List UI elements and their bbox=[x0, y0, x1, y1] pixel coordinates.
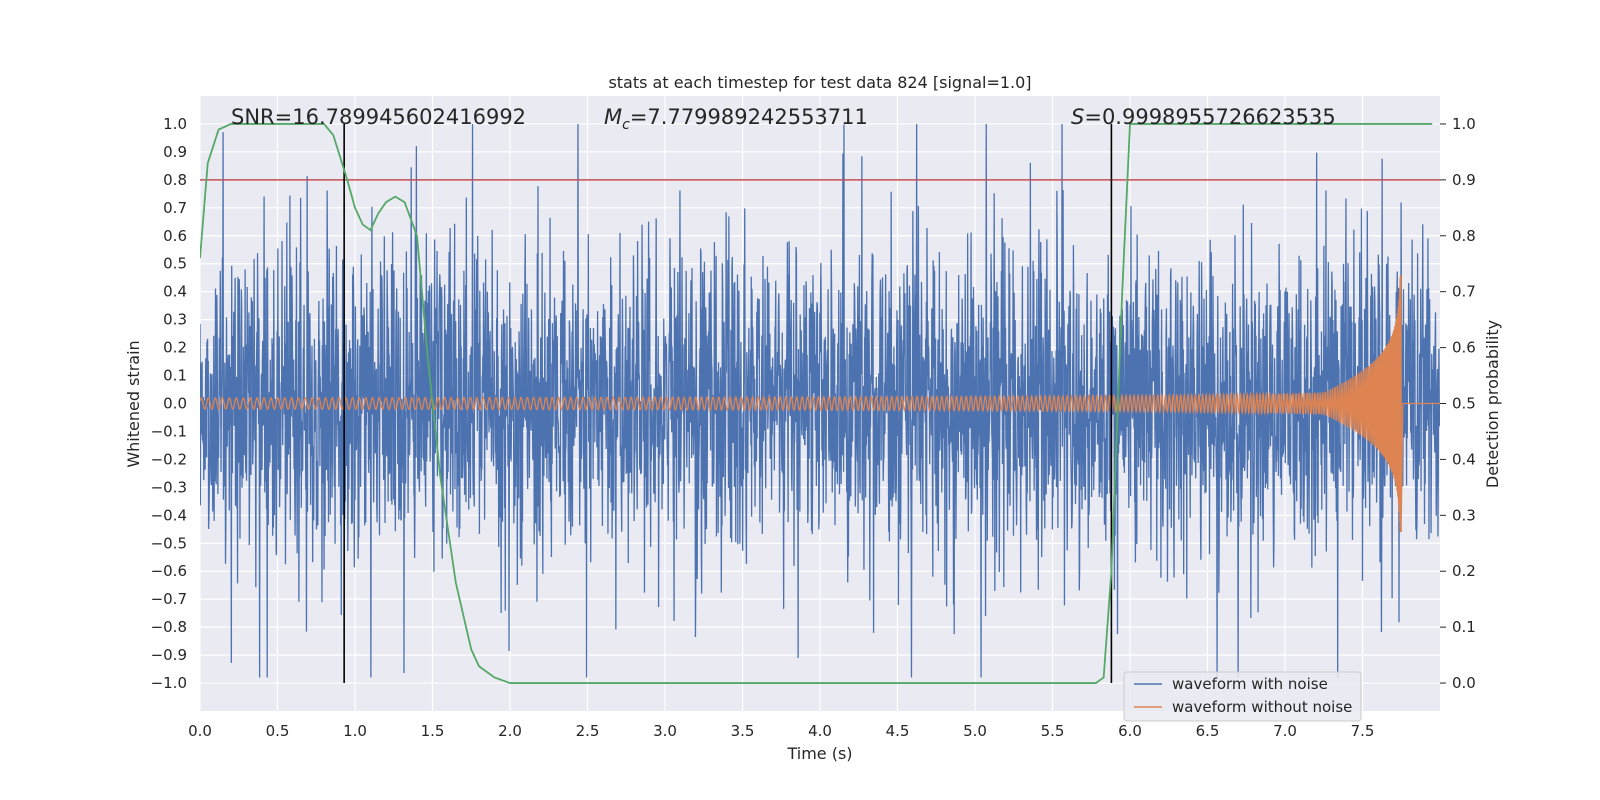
score-annotation: S=0.9998955726623535 bbox=[1071, 105, 1336, 129]
chirp-mass-subscript: c bbox=[622, 117, 630, 133]
y2-tick-label: 0.0 bbox=[1452, 674, 1476, 692]
x-tick-label: 1.0 bbox=[343, 722, 367, 740]
y2-tick-label: 0.5 bbox=[1452, 395, 1476, 413]
x-tick-label: 2.0 bbox=[498, 722, 522, 740]
y2-tick-label: 0.2 bbox=[1452, 562, 1476, 580]
y-tick-label: 0.1 bbox=[163, 367, 187, 385]
y-tick-label: 0.9 bbox=[163, 143, 187, 161]
x-tick-label: 3.0 bbox=[653, 722, 677, 740]
x-tick-label: 4.0 bbox=[808, 722, 832, 740]
chirp-mass-annotation: Mc=7.779989242553711 bbox=[604, 105, 868, 133]
y2-tick-label: 0.6 bbox=[1452, 339, 1476, 357]
y2-tick-label: 1.0 bbox=[1452, 115, 1476, 133]
y-tick-label: 0.0 bbox=[163, 395, 187, 413]
tick-layer: 0.0 0.5 1.0 1.5 2.0 2.5 3.0 3.5 4.0 4.5 5.0 5.5 6.0 6… bbox=[151, 115, 1476, 740]
y-tick-label: −0.9 bbox=[151, 646, 187, 664]
y-tick-label: −0.3 bbox=[151, 478, 187, 496]
y-tick-label: 0.8 bbox=[163, 171, 187, 189]
y-tick-label: −0.4 bbox=[151, 506, 187, 524]
series-line-noisy bbox=[200, 123, 1440, 678]
chirp-mass-value: =7.779989242553711 bbox=[630, 105, 868, 129]
score-symbol: S bbox=[1071, 105, 1084, 129]
y-tick-label: −0.5 bbox=[151, 534, 187, 552]
y2-axis-label: Detection probability bbox=[1483, 320, 1502, 488]
x-tick-label: 2.5 bbox=[576, 722, 600, 740]
chart-title: stats at each timestep for test data 824… bbox=[608, 73, 1031, 92]
snr-annotation: SNR=16.789945602416992 bbox=[231, 105, 526, 129]
x-tick-label: 0.5 bbox=[266, 722, 290, 740]
x-tick-label: 7.5 bbox=[1351, 722, 1375, 740]
x-tick-label: 3.5 bbox=[731, 722, 755, 740]
x-tick-label: 0.0 bbox=[188, 722, 212, 740]
y-tick-label: −0.7 bbox=[151, 590, 187, 608]
y2-tick-label: 0.9 bbox=[1452, 171, 1476, 189]
x-tick-label: 7.0 bbox=[1273, 722, 1297, 740]
y2-tick-label: 0.8 bbox=[1452, 227, 1476, 245]
y-tick-label: 0.3 bbox=[163, 311, 187, 329]
y2-tick-label: 0.7 bbox=[1452, 283, 1476, 301]
legend-box bbox=[1123, 671, 1362, 722]
y-tick-label: −0.1 bbox=[151, 422, 187, 440]
y-tick-label: −1.0 bbox=[151, 674, 187, 692]
x-tick-label: 1.5 bbox=[421, 722, 445, 740]
x-tick-label: 5.0 bbox=[963, 722, 987, 740]
x-tick-label: 6.0 bbox=[1118, 722, 1142, 740]
y-tick-label: −0.2 bbox=[151, 450, 187, 468]
series-line-probability bbox=[200, 123, 1433, 684]
series-line-clean bbox=[200, 274, 1440, 533]
y-axis-label: Whitened strain bbox=[124, 340, 143, 467]
x-tick-label: 6.5 bbox=[1196, 722, 1220, 740]
y2-tick-label: 0.1 bbox=[1452, 618, 1476, 636]
y-tick-label: 0.4 bbox=[163, 283, 187, 301]
x-axis-label: Time (s) bbox=[786, 744, 852, 763]
y-tick-label: 0.2 bbox=[163, 339, 187, 357]
y-tick-label: −0.6 bbox=[151, 562, 187, 580]
x-tick-label: 4.5 bbox=[886, 722, 910, 740]
y-tick-label: 0.6 bbox=[163, 227, 187, 245]
legend: waveform with noise waveform without noi… bbox=[1123, 671, 1362, 722]
y-tick-label: 1.0 bbox=[163, 115, 187, 133]
y2-tick-label: 0.3 bbox=[1452, 506, 1476, 524]
y2-tick-label: 0.4 bbox=[1452, 450, 1476, 468]
x-tick-label: 5.5 bbox=[1041, 722, 1065, 740]
legend-label-noisy: waveform with noise bbox=[1172, 675, 1328, 693]
score-value: =0.9998955726623535 bbox=[1084, 105, 1335, 129]
y-tick-label: 0.7 bbox=[163, 199, 187, 217]
legend-label-clean: waveform without noise bbox=[1172, 698, 1352, 716]
chirp-mass-symbol: M bbox=[604, 105, 622, 129]
y-tick-label: 0.5 bbox=[163, 255, 187, 273]
y-tick-label: −0.8 bbox=[151, 618, 187, 636]
